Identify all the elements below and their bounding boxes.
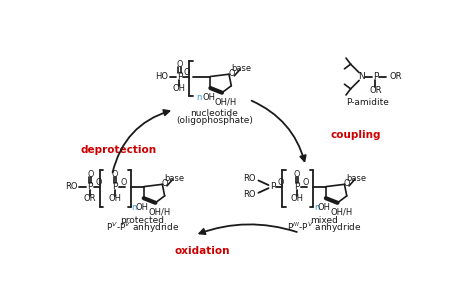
FancyArrowPatch shape: [113, 110, 169, 172]
Text: O: O: [302, 178, 309, 187]
Text: P: P: [88, 182, 93, 191]
Text: P: P: [294, 182, 300, 191]
Text: O: O: [184, 68, 191, 77]
Text: O: O: [87, 170, 93, 179]
Text: base: base: [346, 174, 366, 183]
Text: HO: HO: [155, 72, 169, 81]
Text: O: O: [228, 69, 235, 78]
Text: O: O: [96, 178, 102, 187]
Text: P: P: [270, 182, 275, 191]
Text: (oligophosphate): (oligophosphate): [176, 116, 253, 125]
Text: OH: OH: [173, 84, 186, 93]
Text: O: O: [162, 179, 168, 188]
Text: OR: OR: [390, 72, 402, 81]
Text: n: n: [196, 93, 201, 102]
Text: nucleotide: nucleotide: [191, 109, 238, 118]
Text: deprotection: deprotection: [81, 145, 157, 155]
Text: OH/H: OH/H: [148, 208, 170, 216]
Text: P-amidite: P-amidite: [346, 98, 389, 107]
Text: N: N: [358, 72, 365, 81]
Text: OH/H: OH/H: [330, 208, 353, 216]
Text: protected: protected: [120, 216, 164, 225]
Text: OH: OH: [136, 203, 149, 212]
Text: OH: OH: [109, 195, 121, 203]
Text: O: O: [176, 60, 182, 69]
Text: RO: RO: [243, 174, 255, 183]
Text: O: O: [112, 170, 118, 179]
Text: O: O: [120, 178, 127, 187]
Text: OH: OH: [318, 203, 331, 212]
Text: RO: RO: [65, 182, 78, 191]
Text: base: base: [164, 174, 184, 183]
Text: P$^{III}$-P$^V$ anhydride: P$^{III}$-P$^V$ anhydride: [287, 220, 362, 235]
FancyArrowPatch shape: [252, 101, 306, 161]
Text: O: O: [344, 179, 350, 188]
Text: OH: OH: [291, 195, 304, 203]
Text: O: O: [294, 170, 301, 179]
Text: OH: OH: [202, 93, 215, 102]
Text: OR: OR: [84, 195, 97, 203]
Text: O: O: [278, 178, 284, 187]
Text: P: P: [373, 72, 378, 81]
FancyArrowPatch shape: [200, 224, 297, 234]
Text: OR: OR: [369, 86, 382, 95]
Text: mixed: mixed: [310, 216, 338, 225]
Text: n: n: [132, 203, 137, 212]
Text: P: P: [177, 72, 182, 81]
Text: oxidation: oxidation: [175, 246, 230, 256]
Text: P: P: [112, 182, 118, 191]
Text: RO: RO: [243, 190, 255, 199]
Text: coupling: coupling: [330, 130, 381, 140]
Text: base: base: [231, 64, 251, 73]
Text: n: n: [314, 203, 319, 212]
Text: P$^V$-P$^V$ anhydride: P$^V$-P$^V$ anhydride: [106, 220, 179, 235]
Text: OH/H: OH/H: [215, 97, 237, 106]
